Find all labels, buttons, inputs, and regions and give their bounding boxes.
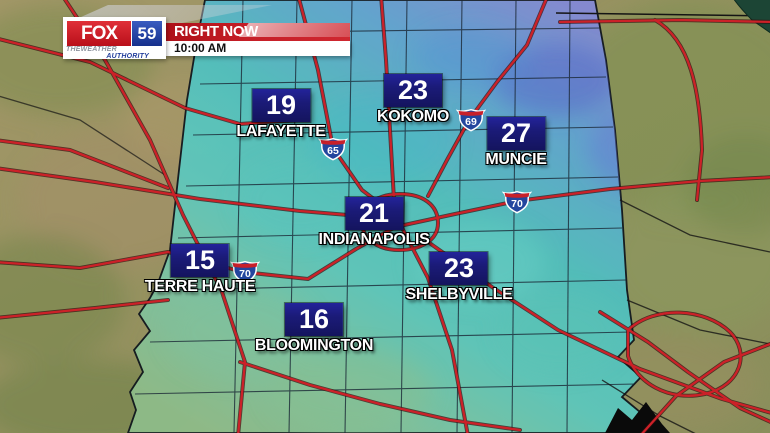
city-label: BLOOMINGTON xyxy=(254,337,374,354)
temperature-reading-shelbyville: 23 SHELBYVILLE xyxy=(406,252,513,304)
temperature-reading-bloomington: 16 BLOOMINGTON xyxy=(255,303,373,355)
tagline-top: THEWEATHER xyxy=(66,46,117,53)
city-label: INDIANAPOLIS xyxy=(318,231,430,248)
temperature-value: 21 xyxy=(344,197,403,230)
temperature-reading-muncie: 27 MUNCIE xyxy=(485,117,547,169)
temperature-value: 27 xyxy=(487,117,545,150)
fox-network-logo: FOX xyxy=(67,21,131,46)
broadcast-banner: RIGHT NOW 10:00 AM xyxy=(166,23,350,56)
channel-number: 59 xyxy=(132,21,162,46)
temperature-value: 15 xyxy=(170,244,229,277)
state-borders xyxy=(0,12,770,433)
temperature-reading-lafayette: 19 LAFAYETTE xyxy=(236,89,326,141)
fox59-logo: FOX 59 THEWEATHER AUTHORITY xyxy=(63,17,166,59)
shield-route-number: 70 xyxy=(239,268,251,280)
city-label: TERRE HAUTE xyxy=(144,278,256,295)
lake-water xyxy=(733,0,770,34)
ohio-river xyxy=(605,402,670,433)
city-label: MUNCIE xyxy=(485,151,547,168)
weather-authority-tagline: THEWEATHER AUTHORITY xyxy=(66,46,163,60)
temperature-value: 16 xyxy=(285,303,343,336)
temperature-reading-terre-haute: 15 TERRE HAUTE xyxy=(144,244,256,296)
temperature-reading-indianapolis: 21 INDIANAPOLIS xyxy=(318,197,430,249)
temperature-value: 23 xyxy=(430,252,488,285)
banner-timestamp: 10:00 AM xyxy=(166,41,350,56)
temperature-reading-kokomo: 23 KOKOMO xyxy=(377,74,449,126)
city-label: KOKOMO xyxy=(377,108,449,125)
city-label: SHELBYVILLE xyxy=(405,286,513,303)
tagline-bottom: AUTHORITY xyxy=(106,52,149,60)
interstate-69-shield: 69 xyxy=(456,108,486,132)
shield-route-number: 65 xyxy=(327,145,339,157)
banner-title: RIGHT NOW xyxy=(166,23,350,41)
temperature-value: 19 xyxy=(251,89,310,122)
interstate-70-shield-west: 70 xyxy=(230,260,260,284)
shield-route-number: 70 xyxy=(511,198,523,210)
interstate-65-shield: 65 xyxy=(318,137,348,161)
interstate-70-shield-east: 70 xyxy=(502,190,532,214)
shield-route-number: 69 xyxy=(465,116,477,128)
temperature-value: 23 xyxy=(383,74,442,107)
city-label: LAFAYETTE xyxy=(236,123,326,140)
